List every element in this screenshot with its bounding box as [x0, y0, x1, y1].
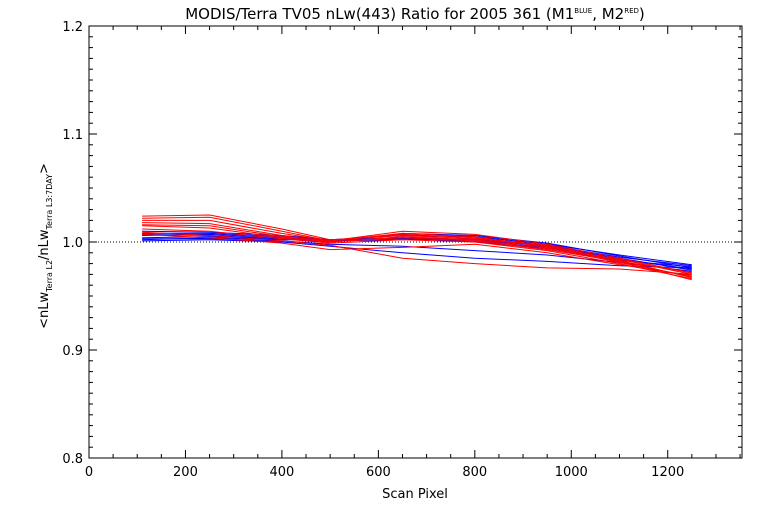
series-line-14	[142, 228, 692, 280]
x-tick-label: 800	[462, 465, 487, 480]
series-group	[142, 214, 692, 281]
series-line-13	[142, 225, 692, 273]
x-tick-label: 600	[366, 465, 391, 480]
x-tick-label: 0	[85, 465, 93, 480]
y-tick-label: 1.2	[62, 20, 83, 35]
x-tick-label: 400	[269, 465, 294, 480]
y-tick-label: 0.9	[62, 344, 83, 359]
series-line-12	[142, 222, 692, 275]
series-line-6	[142, 239, 692, 269]
series-line-9	[142, 214, 692, 281]
y-axis-label: <nLwTerra L2/nLwTerra L3:7DAY>	[37, 163, 54, 329]
series-line-17	[142, 224, 692, 274]
series-line-16	[142, 233, 692, 276]
y-tick-label: 0.8	[62, 452, 83, 467]
x-tick-label: 1000	[555, 465, 588, 480]
x-axis-label: Scan Pixel	[382, 487, 448, 502]
x-tick-label: 200	[173, 465, 198, 480]
y-tick-label: 1.1	[62, 128, 83, 143]
series-line-11	[142, 219, 692, 278]
chart-title: MODIS/Terra TV05 nLw(443) Ratio for 2005…	[185, 5, 645, 23]
x-tick-label: 1200	[651, 465, 684, 480]
ticks: 0 200 400 600 800 1000 1200 0.8 0.9 1.0 1.1 1.2	[62, 20, 742, 480]
series-line-15	[142, 231, 692, 275]
y-tick-label: 1.0	[62, 236, 83, 251]
